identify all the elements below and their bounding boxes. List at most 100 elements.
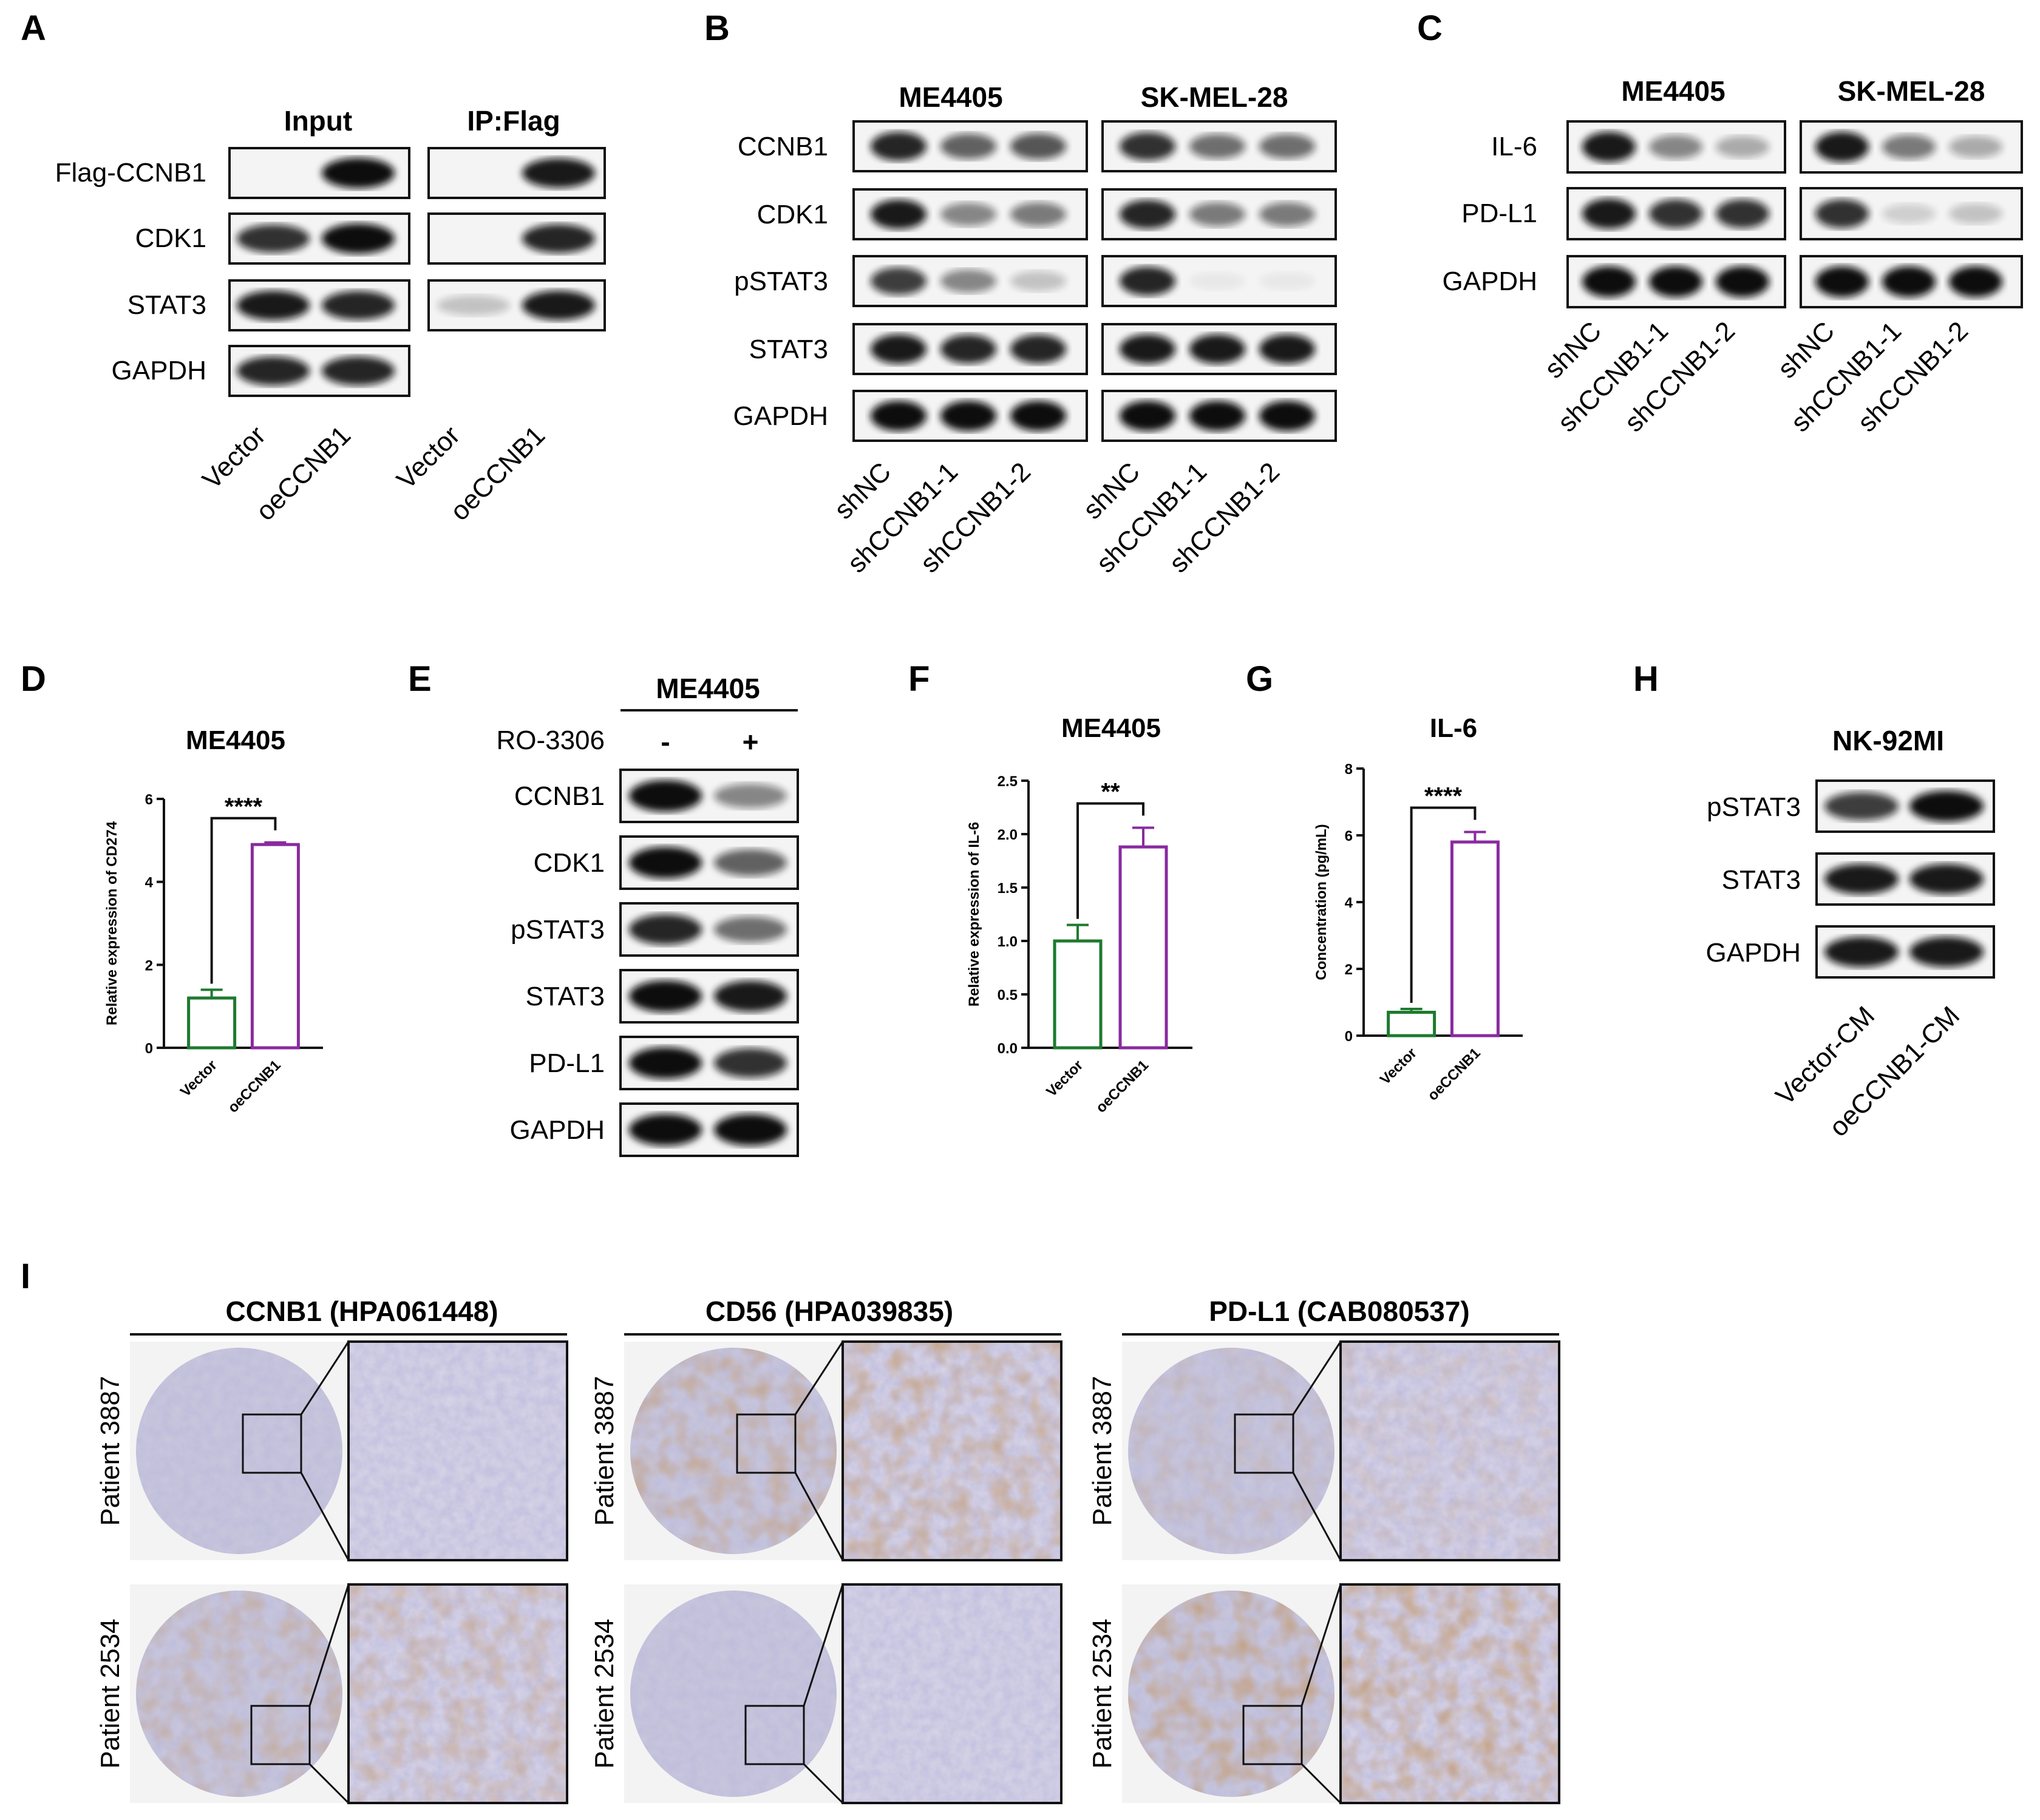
panel-letters: A B C D E F G H I — [21, 8, 1659, 1296]
e4-band-2 — [714, 1048, 787, 1078]
tissue-texture — [136, 1348, 342, 1554]
b11-band-3 — [1259, 202, 1315, 226]
patient-label: Patient 3887 — [590, 1376, 619, 1526]
blot-a-2-1 — [228, 212, 410, 265]
a11-band-2 — [522, 224, 595, 253]
c00-band-3 — [1716, 136, 1769, 158]
blot-a-2-2 — [427, 212, 606, 265]
blot-b-5-1 — [852, 390, 1088, 442]
bar-vector — [1053, 939, 1103, 1050]
significance-label: ** — [1101, 778, 1120, 805]
b10-band-2 — [940, 202, 996, 226]
tissue-texture — [630, 1591, 837, 1797]
e0-band-1 — [629, 779, 702, 812]
y-tick-label: 0.0 — [998, 1041, 1018, 1057]
row-label-b-4: STAT3 — [749, 334, 828, 364]
zoom-line-top — [803, 1584, 844, 1706]
significance-label: **** — [225, 793, 263, 820]
e5-band-2 — [714, 1113, 787, 1146]
blot-c-2-1 — [1566, 187, 1786, 240]
b00-band-3 — [1010, 133, 1066, 160]
magnified-frame — [841, 1583, 1062, 1804]
marker-title-1: CCNB1 (HPA061448) — [225, 1295, 498, 1327]
blot-c-1-2 — [1800, 120, 2023, 174]
lane-label-a-3: Vector — [391, 420, 466, 495]
b00-band-1 — [871, 132, 926, 161]
blot-a-1-2 — [427, 147, 606, 199]
significance-bracket — [1076, 802, 1144, 919]
chart-title: ME4405 — [186, 725, 285, 755]
patient-label: Patient 3887 — [95, 1376, 125, 1526]
b11-band-1 — [1120, 200, 1175, 229]
ihc-1-2: Patient 2534 — [95, 1583, 568, 1804]
blot-b-2-2 — [1101, 188, 1337, 240]
a21-band-2 — [522, 290, 595, 321]
row-label-a-3: STAT3 — [127, 290, 206, 320]
zoom-box — [242, 1413, 302, 1474]
panel-letter-b: B — [704, 8, 730, 48]
blot-e-3 — [619, 902, 799, 957]
ihc-2-2: Patient 2534 — [590, 1583, 1062, 1804]
magnified-frame — [1339, 1340, 1560, 1561]
y-tick-label: 2 — [145, 957, 153, 974]
c01-band-1 — [1815, 132, 1869, 162]
panel-letter-c: C — [1417, 8, 1443, 48]
panel-letter-a: A — [21, 8, 46, 48]
b20-band-2 — [940, 269, 996, 293]
chart-g: IL-6 0 2 4 6 8 Concentration (pg/mL) Vector oeCC… — [1313, 713, 1523, 1104]
dab-stain — [1128, 1348, 1334, 1554]
row-label-b-3: pSTAT3 — [734, 267, 828, 296]
row-label-h-3: GAPDH — [1706, 938, 1801, 968]
x-tick-label: Vector — [1377, 1045, 1420, 1088]
bar-charts: ME4405 0 2 4 6 Relative expression of CD274 Ve… — [104, 713, 1523, 1116]
ihc-3-2: Patient 2534 — [1087, 1583, 1560, 1804]
y-tick-label: 4 — [145, 875, 154, 891]
a10-band-2 — [322, 223, 395, 254]
c20-band-2 — [1649, 266, 1702, 297]
row-label-c-2: PD-L1 — [1461, 199, 1537, 228]
c20-band-3 — [1716, 266, 1769, 297]
h2-band-1 — [1824, 937, 1899, 967]
c11-band-3 — [1949, 203, 2002, 224]
row-label-e-6: GAPDH — [510, 1115, 605, 1145]
row-label-c-3: GAPDH — [1443, 267, 1537, 296]
y-tick-label: 0.5 — [998, 987, 1018, 1003]
e3-band-1 — [629, 980, 702, 1013]
b10-band-1 — [871, 199, 926, 229]
blot-a-4-1 — [228, 345, 410, 397]
chart-d: ME4405 0 2 4 6 Relative expression of CD274 Ve… — [104, 725, 323, 1116]
zoom-line-top — [308, 1584, 350, 1706]
cell-label-h: NK-92MI — [1832, 725, 1944, 756]
panel-letter-h: H — [1633, 659, 1659, 699]
panel-a: Input IP:Flag Flag-CCNB1 CDK1 STAT3 GAPDH Vect… — [55, 105, 606, 526]
b00-band-2 — [940, 134, 996, 159]
marker-title-2: CD56 (HPA039835) — [706, 1295, 953, 1327]
b40-band-1 — [871, 401, 926, 431]
b20-band-3 — [1010, 271, 1066, 291]
blot-b-1-1 — [852, 120, 1088, 172]
y-tick-label: 4 — [1345, 895, 1353, 911]
ihc-3-1: Patient 3887 — [1087, 1340, 1560, 1561]
panel-c: ME4405 SK-MEL-28IL-6PD-L1GAPDHshNCshCCNB1… — [1443, 75, 2023, 438]
y-tick-label: 2.5 — [998, 773, 1018, 790]
bar-vector — [1387, 1011, 1436, 1037]
blot-b-3-2 — [1101, 255, 1337, 307]
row-label-e-1: CCNB1 — [514, 781, 605, 811]
e2-band-1 — [629, 914, 702, 945]
x-tick-label: Vector — [1043, 1057, 1086, 1100]
magnified-frame — [841, 1340, 1062, 1561]
panel-h: NK-92MIpSTAT3STAT3GAPDHVector-CMoeCCNB1-… — [1706, 725, 1995, 1143]
zoom-line-top — [794, 1341, 844, 1415]
blot-a-3-1 — [228, 279, 410, 331]
cell-label-e: ME4405 — [656, 673, 760, 704]
ihc-2-1: Patient 3887 — [590, 1340, 1062, 1561]
significance-bracket — [210, 817, 277, 984]
y-tick-label: 8 — [1345, 761, 1353, 778]
b01-band-1 — [1120, 132, 1175, 161]
c21-band-3 — [1949, 266, 2002, 297]
patient-label: Patient 2534 — [590, 1618, 619, 1768]
blot-b-5-2 — [1101, 390, 1337, 442]
blot-c-3-2 — [1800, 255, 2023, 308]
x-tick-label: oeCCNB1 — [1093, 1057, 1152, 1116]
